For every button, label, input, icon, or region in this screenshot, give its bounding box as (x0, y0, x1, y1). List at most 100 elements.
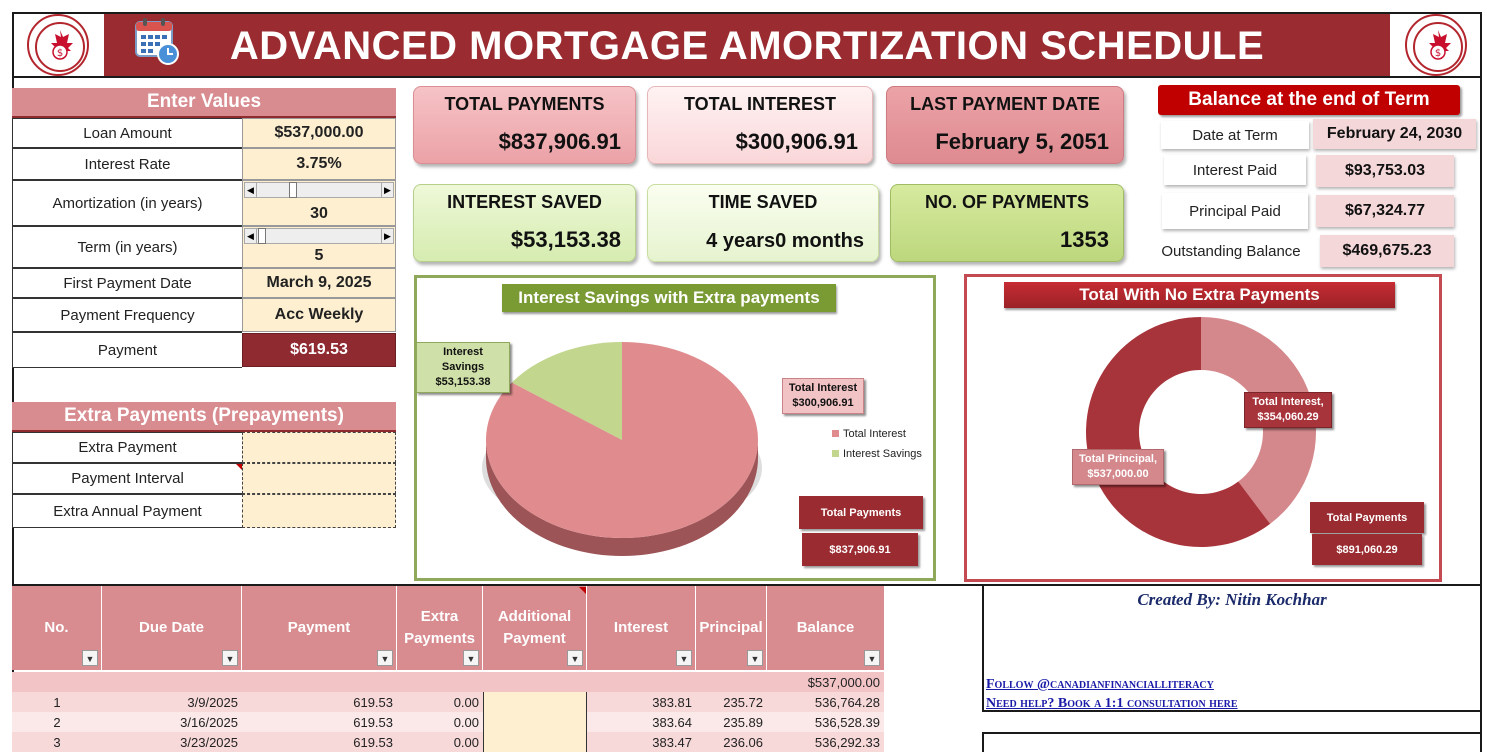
principal-paid-label: Principal Paid (1162, 193, 1308, 229)
principal-paid-value: $67,324.77 (1316, 195, 1454, 227)
interest-savings-chart (414, 275, 936, 581)
card-title: INTEREST SAVED (447, 192, 602, 212)
cell-due-date: 3/23/2025 (180, 734, 238, 750)
card-value: $53,153.38 (510, 227, 621, 252)
calendar-icon (134, 16, 180, 66)
sheet-frame (12, 12, 1482, 752)
cell-principal: 235.89 (723, 714, 763, 730)
slider-thumb[interactable] (289, 182, 297, 198)
total-payments-card: TOTAL PAYMENTS $837,906.91 (413, 86, 636, 164)
slider-left-arrow-icon[interactable]: ◀ (245, 229, 257, 243)
outstanding-balance-label: Outstanding Balance (1152, 235, 1310, 267)
filter-dropdown-icon[interactable]: ▼ (377, 650, 393, 666)
donut-slice-total-interest (1201, 317, 1316, 524)
amortization-slider[interactable]: ◀ ▶ (244, 182, 394, 198)
slider-thumb[interactable] (258, 228, 266, 244)
logo-left: $ (27, 14, 89, 76)
cell-no: 2 (53, 714, 61, 730)
filter-dropdown-icon[interactable]: ▼ (747, 650, 763, 666)
time-saved-card: TIME SAVED 4 years0 months (647, 184, 879, 262)
follow-link[interactable]: Follow @canadianfinancialliteracy (986, 677, 1214, 692)
cell-interest: 383.81 (652, 694, 692, 710)
col-header-extra-payments: Extra Payments (397, 586, 483, 670)
chart2-total-payments-label: Total Payments (1310, 502, 1424, 533)
term-slider[interactable]: ◀ ▶ (244, 228, 394, 244)
callout-value: $537,000.00 (1087, 468, 1149, 480)
cell-principal: 235.72 (723, 694, 763, 710)
col-header-payment: Payment (242, 586, 397, 670)
legend-label: Interest Savings (843, 448, 922, 460)
cell-payment: 619.53 (353, 734, 393, 750)
chart1-total-payments-label: Total Payments (799, 496, 923, 529)
filter-dropdown-icon[interactable]: ▼ (463, 650, 479, 666)
cell-no: 1 (53, 694, 61, 710)
lower-panel (982, 732, 1482, 752)
donut-slice-total-principal (1086, 317, 1271, 547)
extra-payment-input[interactable] (242, 432, 396, 463)
cell-additional-payment[interactable] (483, 692, 587, 712)
interest-rate-input[interactable]: 3.75% (242, 148, 396, 180)
slider-right-arrow-icon[interactable]: ▶ (381, 229, 393, 243)
total-interest-callout: Total Interest $300,906.91 (782, 378, 864, 414)
donut-principal-callout: Total Principal, $537,000.00 (1072, 449, 1164, 485)
table-row (12, 672, 884, 692)
filter-dropdown-icon[interactable]: ▼ (567, 650, 583, 666)
page-title: ADVANCED MORTGAGE AMORTIZATION SCHEDULE (229, 24, 1265, 68)
payment-frequency-select[interactable]: Acc Weekly (242, 298, 396, 332)
header-bar (104, 14, 1390, 76)
balance-term-title: Balance at the end of Term (1158, 85, 1460, 115)
extra-annual-payment-input[interactable] (242, 494, 396, 528)
payment-frequency-label: Payment Frequency (12, 298, 242, 332)
card-title: TOTAL INTEREST (683, 94, 836, 114)
first-payment-date-input[interactable]: March 9, 2025 (242, 268, 396, 298)
extra-payment-label: Extra Payment (12, 432, 242, 463)
cell-balance: 536,292.33 (814, 734, 880, 750)
filter-dropdown-icon[interactable]: ▼ (222, 650, 238, 666)
chart2-total-payments-value: $891,060.29 (1312, 534, 1422, 565)
payment-interval-input[interactable] (242, 463, 396, 494)
cell-extra-payments: 0.00 (453, 694, 479, 710)
table-row (12, 712, 884, 732)
cell-principal: 236.06 (723, 734, 763, 750)
num-payments-card: NO. OF PAYMENTS 1353 (890, 184, 1124, 262)
start-balance-cell: $537,000.00 (807, 674, 880, 690)
filter-dropdown-icon[interactable]: ▼ (864, 650, 880, 666)
no-extra-payments-chart (964, 274, 1442, 582)
cell-balance: 536,528.39 (814, 714, 880, 730)
comment-marker (579, 587, 586, 594)
consultation-link[interactable]: Need help? Book a 1:1 consultation here (986, 696, 1238, 711)
donut-chart-svg (1086, 317, 1316, 547)
cell-additional-payment[interactable] (483, 732, 587, 752)
header-divider (12, 76, 1482, 78)
cell-due-date: 3/16/2025 (180, 714, 238, 730)
pie-chart-svg (482, 342, 762, 556)
interest-saved-card: INTEREST SAVED $53,153.38 (413, 184, 636, 262)
card-value: February 5, 2051 (935, 129, 1109, 154)
chart-title: Total With No Extra Payments (1004, 282, 1395, 308)
legend-item-interest-savings: Interest Savings (832, 448, 932, 460)
cell-balance: 536,764.28 (814, 694, 880, 710)
cell-no: 3 (53, 734, 61, 750)
slider-left-arrow-icon[interactable]: ◀ (245, 183, 257, 197)
callout-value: $300,906.91 (792, 397, 854, 409)
payment-label: Payment (12, 332, 242, 368)
card-title: TIME SAVED (708, 192, 818, 212)
loan-amount-input[interactable]: $537,000.00 (242, 118, 396, 148)
logo-right: $ (1405, 14, 1467, 76)
legend-label: Total Interest (843, 428, 906, 440)
svg-text:$: $ (57, 48, 63, 59)
total-interest-card: TOTAL INTEREST $300,906.91 (647, 86, 873, 164)
chart-legend: Total Interest Interest Savings (832, 428, 932, 460)
filter-dropdown-icon[interactable]: ▼ (82, 650, 98, 666)
cell-additional-payment[interactable] (483, 712, 587, 732)
cell-interest: 383.64 (652, 714, 692, 730)
cell-extra-payments: 0.00 (453, 734, 479, 750)
slider-right-arrow-icon[interactable]: ▶ (381, 183, 393, 197)
legend-item-total-interest: Total Interest (832, 428, 932, 440)
last-payment-card: LAST PAYMENT DATE February 5, 2051 (886, 86, 1124, 164)
outstanding-balance-value: $469,675.23 (1320, 235, 1454, 267)
chart1-total-payments-value: $837,906.91 (802, 533, 918, 566)
cell-interest: 383.47 (652, 734, 692, 750)
filter-dropdown-icon[interactable]: ▼ (676, 650, 692, 666)
pie-slice-interest-savings (511, 342, 622, 440)
